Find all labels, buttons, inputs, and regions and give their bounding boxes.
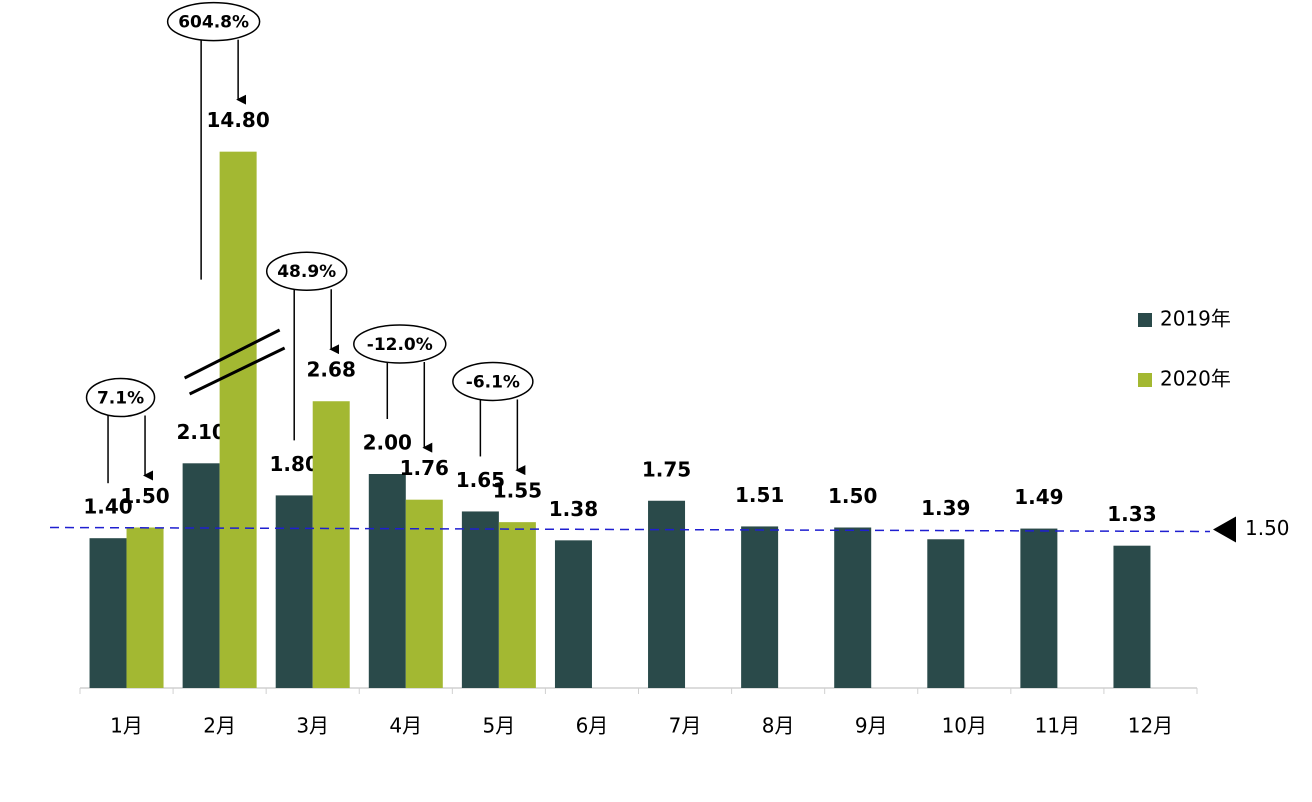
- x-tick-label: 9月: [855, 714, 888, 738]
- bar: [312, 401, 350, 688]
- value-label: 2.00: [363, 431, 412, 455]
- x-tick-label: 1月: [110, 714, 143, 738]
- x-tick-label: 3月: [296, 714, 329, 738]
- annotation-bubble: [353, 324, 447, 364]
- bar: [126, 527, 164, 688]
- bar: [219, 151, 257, 688]
- value-label: 1.55: [493, 479, 542, 503]
- reference-line: [49, 526, 1211, 533]
- value-label: 1.38: [549, 497, 598, 521]
- x-tick-label: 6月: [576, 714, 609, 738]
- legend-label: 2019年: [1160, 307, 1231, 331]
- reference-label: 1.50: [1245, 516, 1290, 540]
- annotation-text: 48.9%: [277, 262, 336, 282]
- value-label: 1.49: [1014, 485, 1063, 509]
- value-label: 1.80: [270, 452, 319, 476]
- x-tick-label: 7月: [669, 714, 702, 738]
- annotation-bubble: [452, 361, 534, 402]
- value-label: 1.39: [921, 496, 970, 520]
- x-tick-label: 8月: [762, 714, 795, 738]
- value-label: 1.33: [1107, 502, 1156, 526]
- x-tick-label: 12月: [1128, 714, 1173, 738]
- value-label: 2.68: [307, 358, 356, 382]
- value-label: 1.50: [828, 484, 877, 508]
- legend-label: 2020年: [1160, 367, 1231, 391]
- bar: [89, 538, 127, 688]
- bar: [182, 463, 220, 688]
- value-label: 14.80: [206, 108, 269, 132]
- bar: [648, 500, 686, 688]
- x-tick-label: 11月: [1035, 714, 1080, 738]
- bar: [368, 474, 406, 688]
- value-label: 2.10: [176, 420, 225, 444]
- reference-marker: [1213, 516, 1236, 543]
- bar: [275, 495, 313, 688]
- value-label: 1.50: [120, 484, 169, 508]
- bar: [741, 526, 779, 688]
- annotation-text: 604.8%: [178, 13, 249, 33]
- x-tick-label: 2月: [203, 714, 236, 738]
- value-label: 1.51: [735, 483, 784, 507]
- annotation-bubble: [265, 251, 348, 291]
- legend-swatch: [1138, 313, 1152, 327]
- bar: [461, 511, 499, 688]
- annotation-text: 7.1%: [97, 389, 144, 409]
- legend-swatch: [1138, 373, 1152, 387]
- annotation-bubble: [85, 377, 156, 418]
- x-tick-label: 10月: [942, 714, 987, 738]
- value-label: 1.65: [456, 468, 505, 492]
- bar: [1020, 528, 1058, 688]
- bar: [834, 527, 872, 688]
- value-label: 1.75: [642, 457, 691, 481]
- annotation-text: -12.0%: [367, 335, 433, 355]
- bar: [1113, 545, 1151, 688]
- bar: [927, 539, 965, 688]
- bar: [554, 540, 592, 688]
- x-tick-label: 5月: [483, 714, 516, 738]
- bar: [405, 499, 443, 688]
- value-label: 1.40: [83, 495, 132, 519]
- annotation-text: -6.1%: [466, 372, 520, 392]
- axis-break: [188, 346, 286, 396]
- value-label: 1.76: [400, 456, 449, 480]
- axis-break: [183, 328, 281, 380]
- annotation-bubble: [166, 1, 261, 42]
- bar: [498, 522, 536, 688]
- x-tick-label: 4月: [389, 714, 422, 738]
